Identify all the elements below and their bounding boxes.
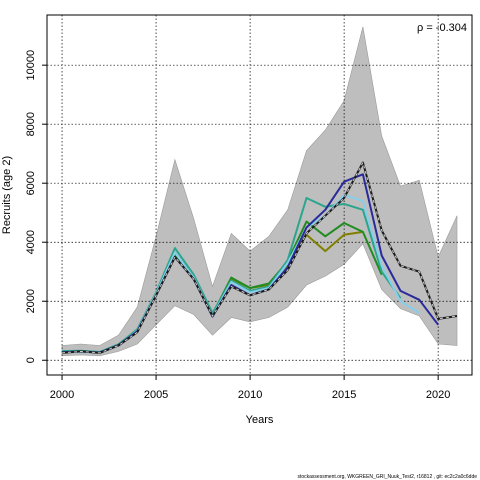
plot-frame: [46, 14, 473, 376]
y-tick-label: 10000: [25, 50, 37, 81]
rho-annotation: ρ = -0.304: [417, 22, 467, 34]
x-axis-title: Years: [246, 414, 274, 426]
y-tick-label: 2000: [25, 289, 37, 313]
y-tick-label: 4000: [25, 230, 37, 254]
footer-caption: stockassessment.org, WKGREEN_GRI_Nuuk_Te…: [297, 474, 477, 480]
series-layer: [61, 161, 458, 354]
x-tick-label: 2010: [238, 389, 262, 401]
y-tick-label: 6000: [25, 171, 37, 195]
x-tick-label: 2005: [144, 389, 168, 401]
grid-layer: [47, 15, 472, 375]
y-axis-title: Recruits (age 2): [1, 156, 13, 234]
y-tick-label: 8000: [25, 112, 37, 136]
y-tick-label: 0: [25, 357, 37, 363]
x-tick-label: 2000: [50, 389, 74, 401]
x-tick-label: 2020: [426, 389, 450, 401]
series-line-dash-overlay: [61, 161, 458, 354]
confidence-band: [61, 26, 458, 357]
confidence-band-layer: [61, 26, 458, 357]
x-axis: 2000 2005 2010 2015 2020: [50, 375, 450, 401]
x-tick-label: 2015: [332, 389, 356, 401]
y-axis: 0 2000 4000 6000 8000 10000: [25, 50, 47, 363]
